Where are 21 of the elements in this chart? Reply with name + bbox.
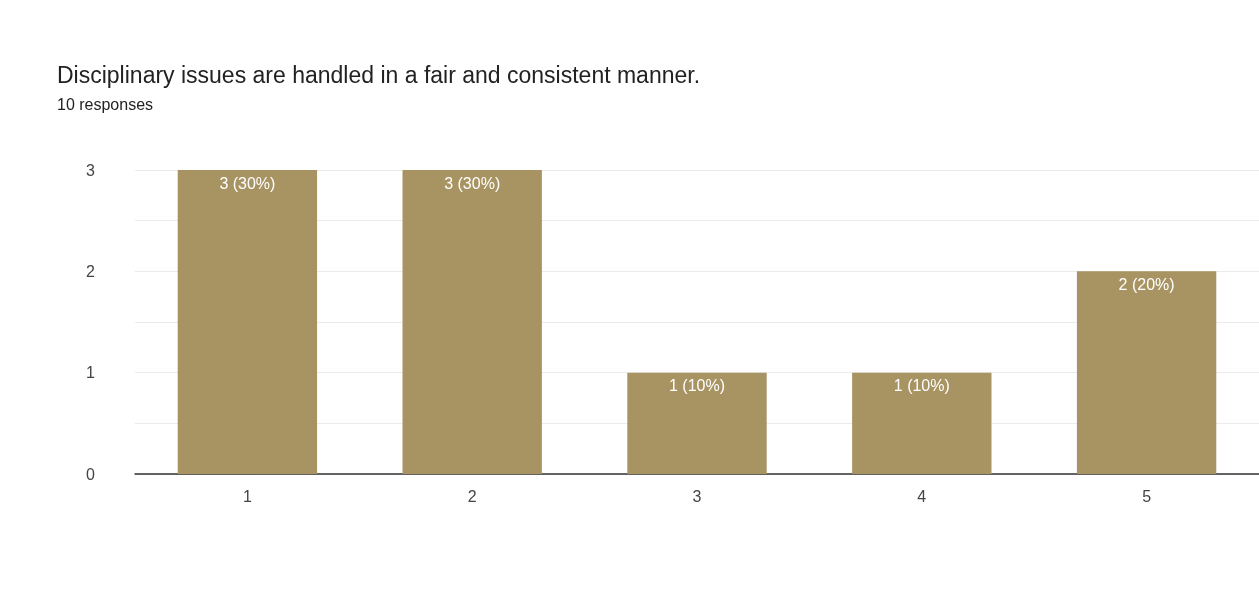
y-tick-label: 3 xyxy=(86,161,96,179)
y-tick-label: 0 xyxy=(86,465,96,483)
x-tick-label: 4 xyxy=(917,487,927,505)
bar xyxy=(402,170,542,474)
bar xyxy=(1076,271,1217,474)
data-label: 1 (10%) xyxy=(668,377,726,395)
data-label: 3 (30%) xyxy=(219,174,276,192)
data-label: 3 (30%) xyxy=(444,174,501,192)
x-tick-label: 1 xyxy=(242,487,252,505)
bar xyxy=(177,170,318,474)
x-tick-label: 3 xyxy=(692,487,702,505)
data-label: 2 (20%) xyxy=(1118,275,1175,293)
x-tick-label: 2 xyxy=(467,487,477,505)
chart-title: Disciplinary issues are handled in a fair and consistent manner. xyxy=(57,61,701,88)
chart-subtitle: 10 responses xyxy=(57,95,154,113)
bar xyxy=(852,372,992,474)
bar xyxy=(627,372,767,474)
y-tick-label: 2 xyxy=(86,262,96,280)
x-tick-label: 5 xyxy=(1142,487,1152,505)
y-tick-label: 1 xyxy=(86,364,96,382)
data-label: 1 (10%) xyxy=(893,377,950,395)
